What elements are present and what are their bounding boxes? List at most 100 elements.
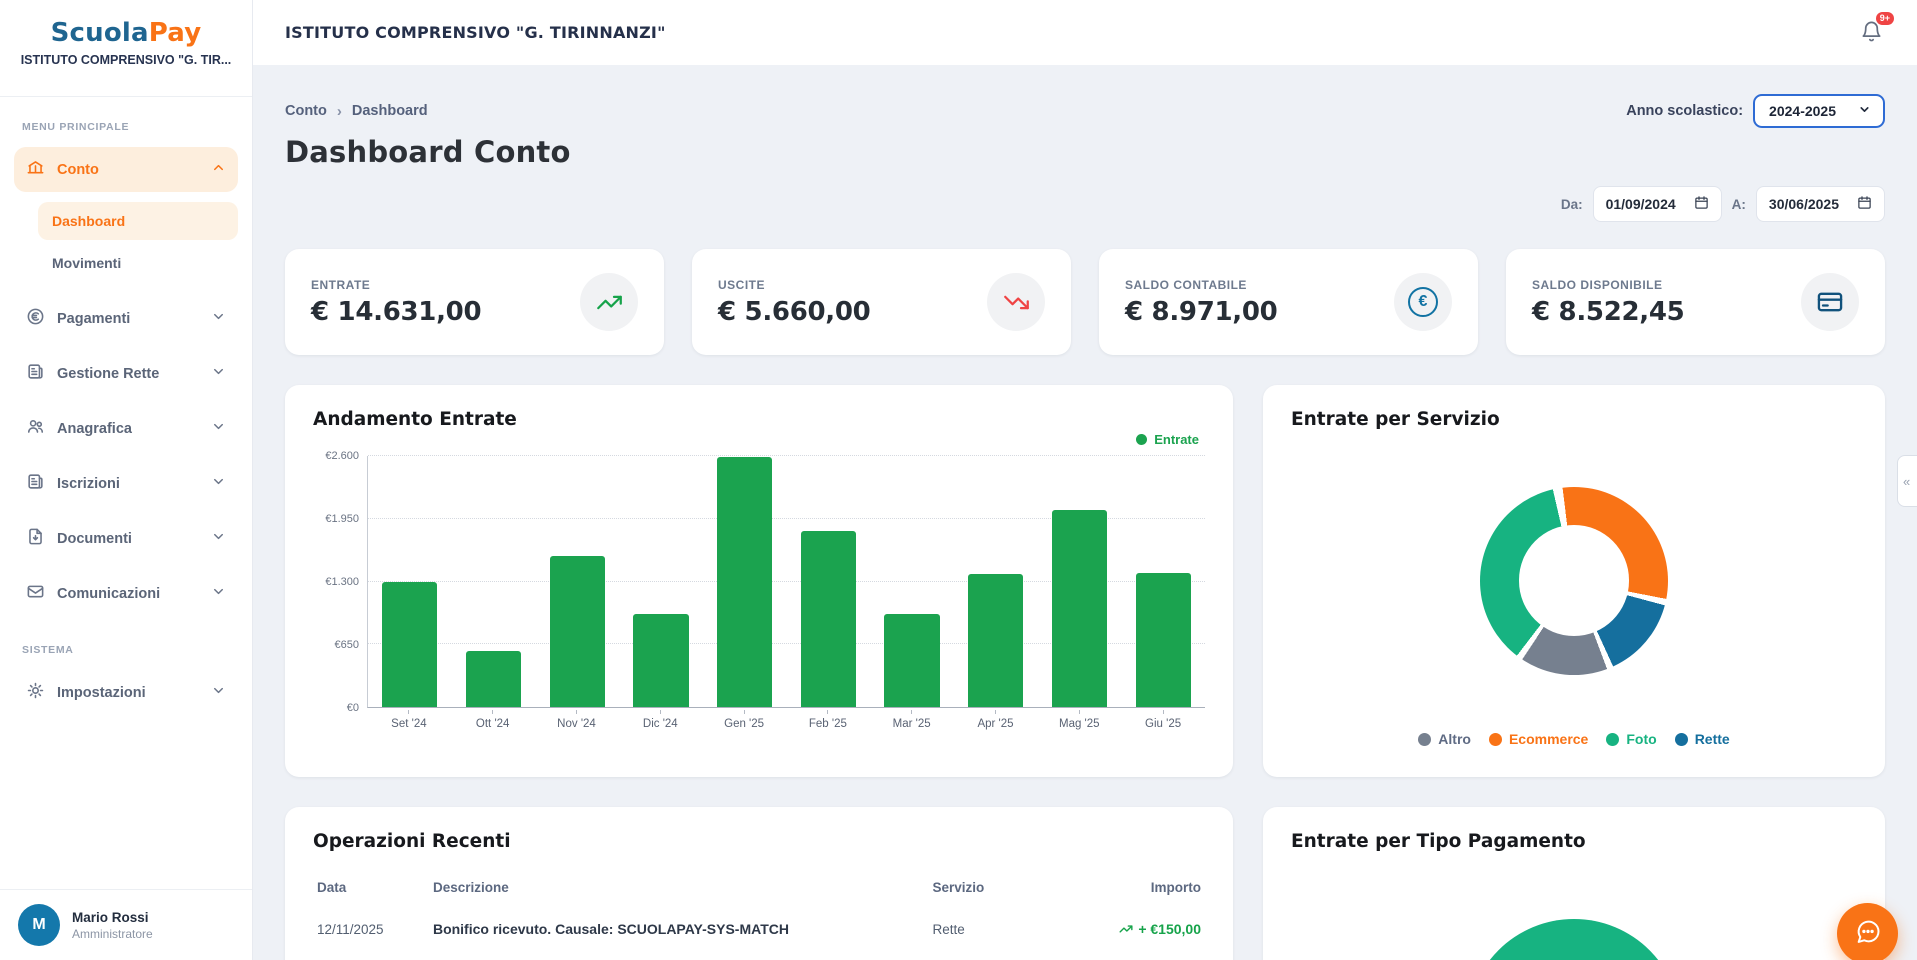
anno-scolastico-select[interactable]: 2024-2025 <box>1753 94 1885 128</box>
collapse-panel-tab[interactable]: « <box>1897 455 1917 507</box>
date-to-input[interactable]: 30/06/2025 <box>1755 186 1885 222</box>
y-tick-label: €1.300 <box>325 576 359 588</box>
menu-section-label: SISTEMA <box>22 644 74 656</box>
sidebar-item-gestione-rette[interactable]: Gestione Rette <box>14 351 238 396</box>
scuolapay-logo[interactable]: ScuolaPay <box>50 18 202 48</box>
notifications-button[interactable]: 9+ <box>1856 11 1894 50</box>
bar-slot <box>452 456 536 707</box>
cell-data: 12/11/2025 <box>317 921 384 937</box>
bar-nov-24[interactable] <box>549 556 605 707</box>
bar-slot <box>619 456 703 707</box>
menu-section-label: MENU PRINCIPALE <box>22 121 130 133</box>
legend-dot <box>1674 732 1688 746</box>
sidebar: ScuolaPay ISTITUTO COMPRENSIVO "G. TIR..… <box>0 0 253 960</box>
chevron-down-icon <box>211 529 226 548</box>
notification-badge: 9+ <box>1875 11 1894 25</box>
conto-submenu: Dashboard Movimenti <box>38 202 238 282</box>
breadcrumb-conto[interactable]: Conto <box>285 103 327 119</box>
donut-chart[interactable] <box>1480 486 1668 675</box>
legend-dot <box>1488 732 1502 746</box>
legend-item-altro[interactable]: Altro <box>1418 731 1471 747</box>
legend-item-ecommerce[interactable]: Ecommerce <box>1488 731 1589 747</box>
sidebar-item-documenti[interactable]: Documenti <box>14 516 238 561</box>
bar-dic-24[interactable] <box>633 614 689 707</box>
y-tick-label: €650 <box>334 639 359 651</box>
cell-servizio: Rette <box>932 921 965 937</box>
double-chevron-left-icon: « <box>1903 473 1911 489</box>
calendar-icon <box>1694 195 1709 213</box>
card-title: Andamento Entrate <box>313 409 517 430</box>
sidebar-item-pagamenti[interactable]: Pagamenti <box>14 296 238 341</box>
sidebar-item-conto[interactable]: Conto <box>14 147 238 192</box>
bar-slot <box>703 456 787 707</box>
legend-label: Altro <box>1438 731 1471 747</box>
sidebar-item-comunicazioni[interactable]: Comunicazioni <box>14 571 238 616</box>
sidebar-item-impostazioni[interactable]: Impostazioni <box>14 670 238 715</box>
bar-chart-legend: Entrate <box>313 430 1199 448</box>
sidebar-subitem-dashboard[interactable]: Dashboard <box>38 202 238 240</box>
gridline <box>368 580 1205 582</box>
file-download-icon <box>26 527 45 550</box>
sidebar-item-label: Gestione Rette <box>57 365 160 382</box>
chevron-up-icon <box>211 160 226 179</box>
x-tick-label: Mar '25 <box>870 708 954 730</box>
gridline <box>368 455 1205 456</box>
bar-mar-25[interactable] <box>884 614 940 707</box>
legend-label: Ecommerce <box>1508 731 1589 747</box>
bar-slot <box>368 456 452 707</box>
bar-gen-25[interactable] <box>717 456 773 707</box>
bar-slot <box>1038 456 1122 707</box>
bar-mag-25[interactable] <box>1051 510 1108 707</box>
sidebar-item-anagrafica[interactable]: Anagrafica <box>14 406 238 451</box>
avatar: M <box>18 904 60 946</box>
users-icon <box>26 417 45 440</box>
legend-label: Rette <box>1694 731 1730 747</box>
main-area: ISTITUTO COMPRENSIVO "G. TIRINNANZI" 9+ … <box>253 0 1917 960</box>
date-to-label: A: <box>1731 196 1746 212</box>
chat-bubble-icon <box>1854 918 1882 949</box>
bar-set-24[interactable] <box>382 581 438 707</box>
bar-slot <box>535 456 619 707</box>
bar-ott-24[interactable] <box>465 651 522 707</box>
y-tick-label: €2.600 <box>325 450 359 462</box>
euro-circle-icon <box>26 307 45 330</box>
user-profile[interactable]: M Mario Rossi Amministratore <box>0 889 252 960</box>
chevron-down-icon <box>211 364 226 383</box>
bar-chart-y-axis: €0 €650 €1.300 €1.950 €2.600 <box>313 450 367 714</box>
bar-slot <box>870 456 954 707</box>
date-from-input[interactable]: 01/09/2024 <box>1592 186 1722 222</box>
bar-giu-25[interactable] <box>1135 572 1191 707</box>
payment-pie-segment[interactable] <box>1467 919 1681 960</box>
card-title: Entrate per Servizio <box>1291 409 1500 430</box>
legend-item-rette[interactable]: Rette <box>1674 731 1730 747</box>
bar-chart-x-axis: Set '24 Ott '24 Nov '24 Dic '24 Gen '25 Feb '… <box>367 708 1205 730</box>
breadcrumb-separator: › <box>336 102 342 120</box>
school-name: ISTITUTO COMPRENSIVO "G. TIR... <box>20 53 232 67</box>
x-tick-label: Nov '24 <box>535 708 619 730</box>
sidebar-subitem-movimenti[interactable]: Movimenti <box>52 255 122 271</box>
chevron-down-icon <box>211 474 226 493</box>
donut-legend: Altro Ecommerce Foto Rette <box>1291 731 1857 753</box>
chevron-down-icon <box>211 419 226 438</box>
bar-feb-25[interactable] <box>800 531 856 707</box>
bank-icon <box>26 158 45 181</box>
x-tick-label: Giu '25 <box>1121 708 1205 730</box>
legend-label: Foto <box>1626 731 1657 747</box>
y-tick-label: €0 <box>346 702 359 714</box>
stat-card-saldo-contabile: SALDO CONTABILE € 8.971,00 € <box>1099 249 1478 355</box>
y-tick-label: €1.950 <box>325 513 359 525</box>
bar-slot <box>1121 456 1205 707</box>
sidebar-item-iscrizioni[interactable]: Iscrizioni <box>14 461 238 506</box>
chat-button[interactable] <box>1837 903 1898 960</box>
user-name: Mario Rossi <box>72 909 149 925</box>
bar-apr-25[interactable] <box>968 573 1024 707</box>
anno-scolastico-label: Anno scolastico: <box>1626 103 1744 119</box>
column-header: Servizio <box>932 880 985 895</box>
table-row[interactable]: 12/11/2025 Bonifico ricevuto. Causale: S… <box>313 907 1205 951</box>
column-header: Descrizione <box>432 880 509 895</box>
cell-importo: + €150,00 <box>1080 907 1205 951</box>
gridline <box>368 517 1205 519</box>
legend-item-foto[interactable]: Foto <box>1606 731 1657 747</box>
dashboard-content: Conto › Dashboard Anno scolastico: 2024-… <box>253 65 1917 960</box>
